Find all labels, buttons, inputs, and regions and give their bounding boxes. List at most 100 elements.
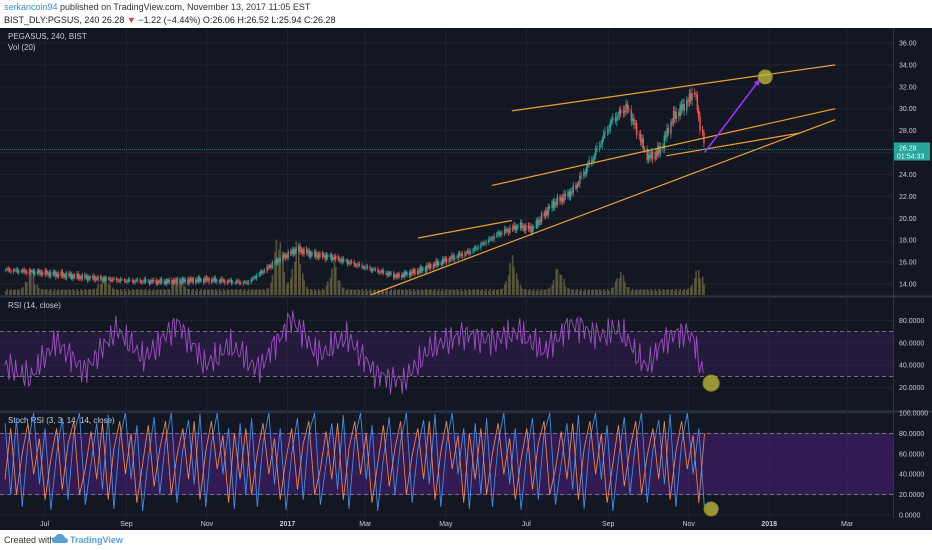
volume-bar: [56, 290, 59, 295]
volume-bar: [283, 271, 286, 295]
volume-bar: [179, 277, 181, 295]
candle-body: [402, 274, 404, 278]
author-link[interactable]: serkancoin94: [4, 2, 58, 12]
volume-bar: [481, 288, 484, 295]
volume-bar: [453, 290, 456, 295]
projection-arrow[interactable]: [703, 78, 761, 154]
candle-body: [701, 130, 704, 133]
tradingview-cloud-icon[interactable]: [52, 533, 68, 545]
volume-bar: [430, 289, 432, 295]
candle-body: [187, 279, 189, 284]
candle-body: [377, 269, 379, 273]
volume-bar: [693, 277, 696, 295]
price-tick-label: 20.00: [899, 216, 917, 223]
volume-bar: [309, 288, 312, 295]
candle-body: [583, 171, 585, 176]
candle-body: [342, 258, 345, 261]
volume-bar: [472, 289, 474, 295]
candle-body: [440, 261, 443, 265]
price-panel[interactable]: PEGASUS, 240, BIST Vol (20): [0, 32, 893, 296]
candle-body: [340, 259, 342, 263]
candle-body: [386, 273, 388, 276]
candle-body: [37, 270, 40, 273]
volume-bar: [382, 289, 385, 295]
volume-bar: [464, 288, 466, 295]
volume-bar: [26, 282, 28, 295]
volume-bar: [647, 290, 650, 295]
volume-bar: [88, 289, 90, 295]
trendline[interactable]: [666, 132, 801, 157]
volume-bar: [393, 290, 395, 295]
volume-bar: [139, 289, 142, 295]
candle-body: [433, 264, 436, 266]
candle-body: [419, 267, 421, 273]
volume-bar: [34, 284, 36, 295]
volume-bar: [208, 289, 210, 295]
candle-body: [121, 279, 123, 281]
volume-bar: [433, 288, 436, 295]
candle-body: [481, 243, 483, 245]
volume-bar: [14, 289, 16, 295]
candle-body: [634, 123, 637, 125]
volume-bar: [119, 288, 122, 295]
candle-body: [646, 148, 648, 160]
candle-body: [299, 245, 301, 253]
volume-bar: [511, 255, 514, 295]
volume-bar: [654, 288, 656, 295]
volume-bar: [682, 290, 684, 295]
candle-body: [210, 279, 213, 283]
candle-body: [349, 262, 351, 264]
candle-body: [279, 259, 282, 261]
stoch-marker[interactable]: [703, 501, 719, 517]
x-tick-label: 2017: [280, 521, 296, 528]
candle-body: [548, 206, 551, 209]
volume-bar: [337, 280, 340, 295]
candle-body: [195, 279, 197, 283]
candle-body: [406, 272, 408, 275]
candle-body: [39, 270, 41, 275]
candle-body: [6, 268, 8, 270]
candle-body: [651, 151, 654, 160]
rsi-panel[interactable]: RSI (14, close): [0, 301, 893, 395]
candle-body: [696, 94, 699, 110]
volume-bar: [551, 284, 554, 295]
trendlines[interactable]: [0, 64, 893, 296]
volume-bar: [679, 288, 682, 295]
price-candles: [5, 87, 705, 287]
candle-body: [242, 282, 245, 284]
volume-bar: [271, 274, 274, 295]
candle-body: [258, 274, 260, 276]
chart-canvas[interactable]: PEGASUS, 240, BIST Vol (20) RSI (14, clo…: [0, 28, 932, 530]
stoch-rsi-panel[interactable]: Stoch RSI (3, 3, 14, 14, close): [0, 412, 893, 517]
trendline[interactable]: [370, 119, 836, 296]
trendline[interactable]: [418, 219, 512, 239]
stoch-tick-label: 0.0000: [899, 513, 921, 520]
candle-body: [385, 273, 387, 274]
price-tick-label: 28.00: [899, 128, 917, 135]
volume-bar: [22, 286, 24, 295]
volume-bar: [192, 288, 195, 295]
candle-body: [345, 260, 348, 262]
volume-bar: [103, 275, 106, 295]
volume-bar: [358, 290, 361, 295]
candle-body: [445, 258, 448, 263]
tradingview-brand[interactable]: TradingView: [70, 535, 123, 545]
volume-bar: [196, 288, 198, 295]
rsi-tick-label: 20.0000: [899, 385, 924, 392]
volume-bar: [674, 290, 676, 295]
volume-bar: [544, 289, 547, 295]
candle-body: [476, 248, 478, 249]
candle-body: [204, 277, 206, 283]
trendline[interactable]: [491, 108, 836, 187]
candle-body: [308, 250, 311, 257]
candle-body: [205, 277, 208, 281]
candle-body: [449, 257, 452, 260]
candle-body: [666, 128, 668, 138]
volume-bar: [37, 288, 40, 295]
rsi-marker[interactable]: [702, 374, 720, 392]
target-marker[interactable]: [757, 69, 773, 85]
candle-body: [444, 258, 447, 262]
volume-bar: [216, 290, 218, 295]
candle-body: [638, 134, 641, 136]
trendline[interactable]: [511, 64, 836, 112]
